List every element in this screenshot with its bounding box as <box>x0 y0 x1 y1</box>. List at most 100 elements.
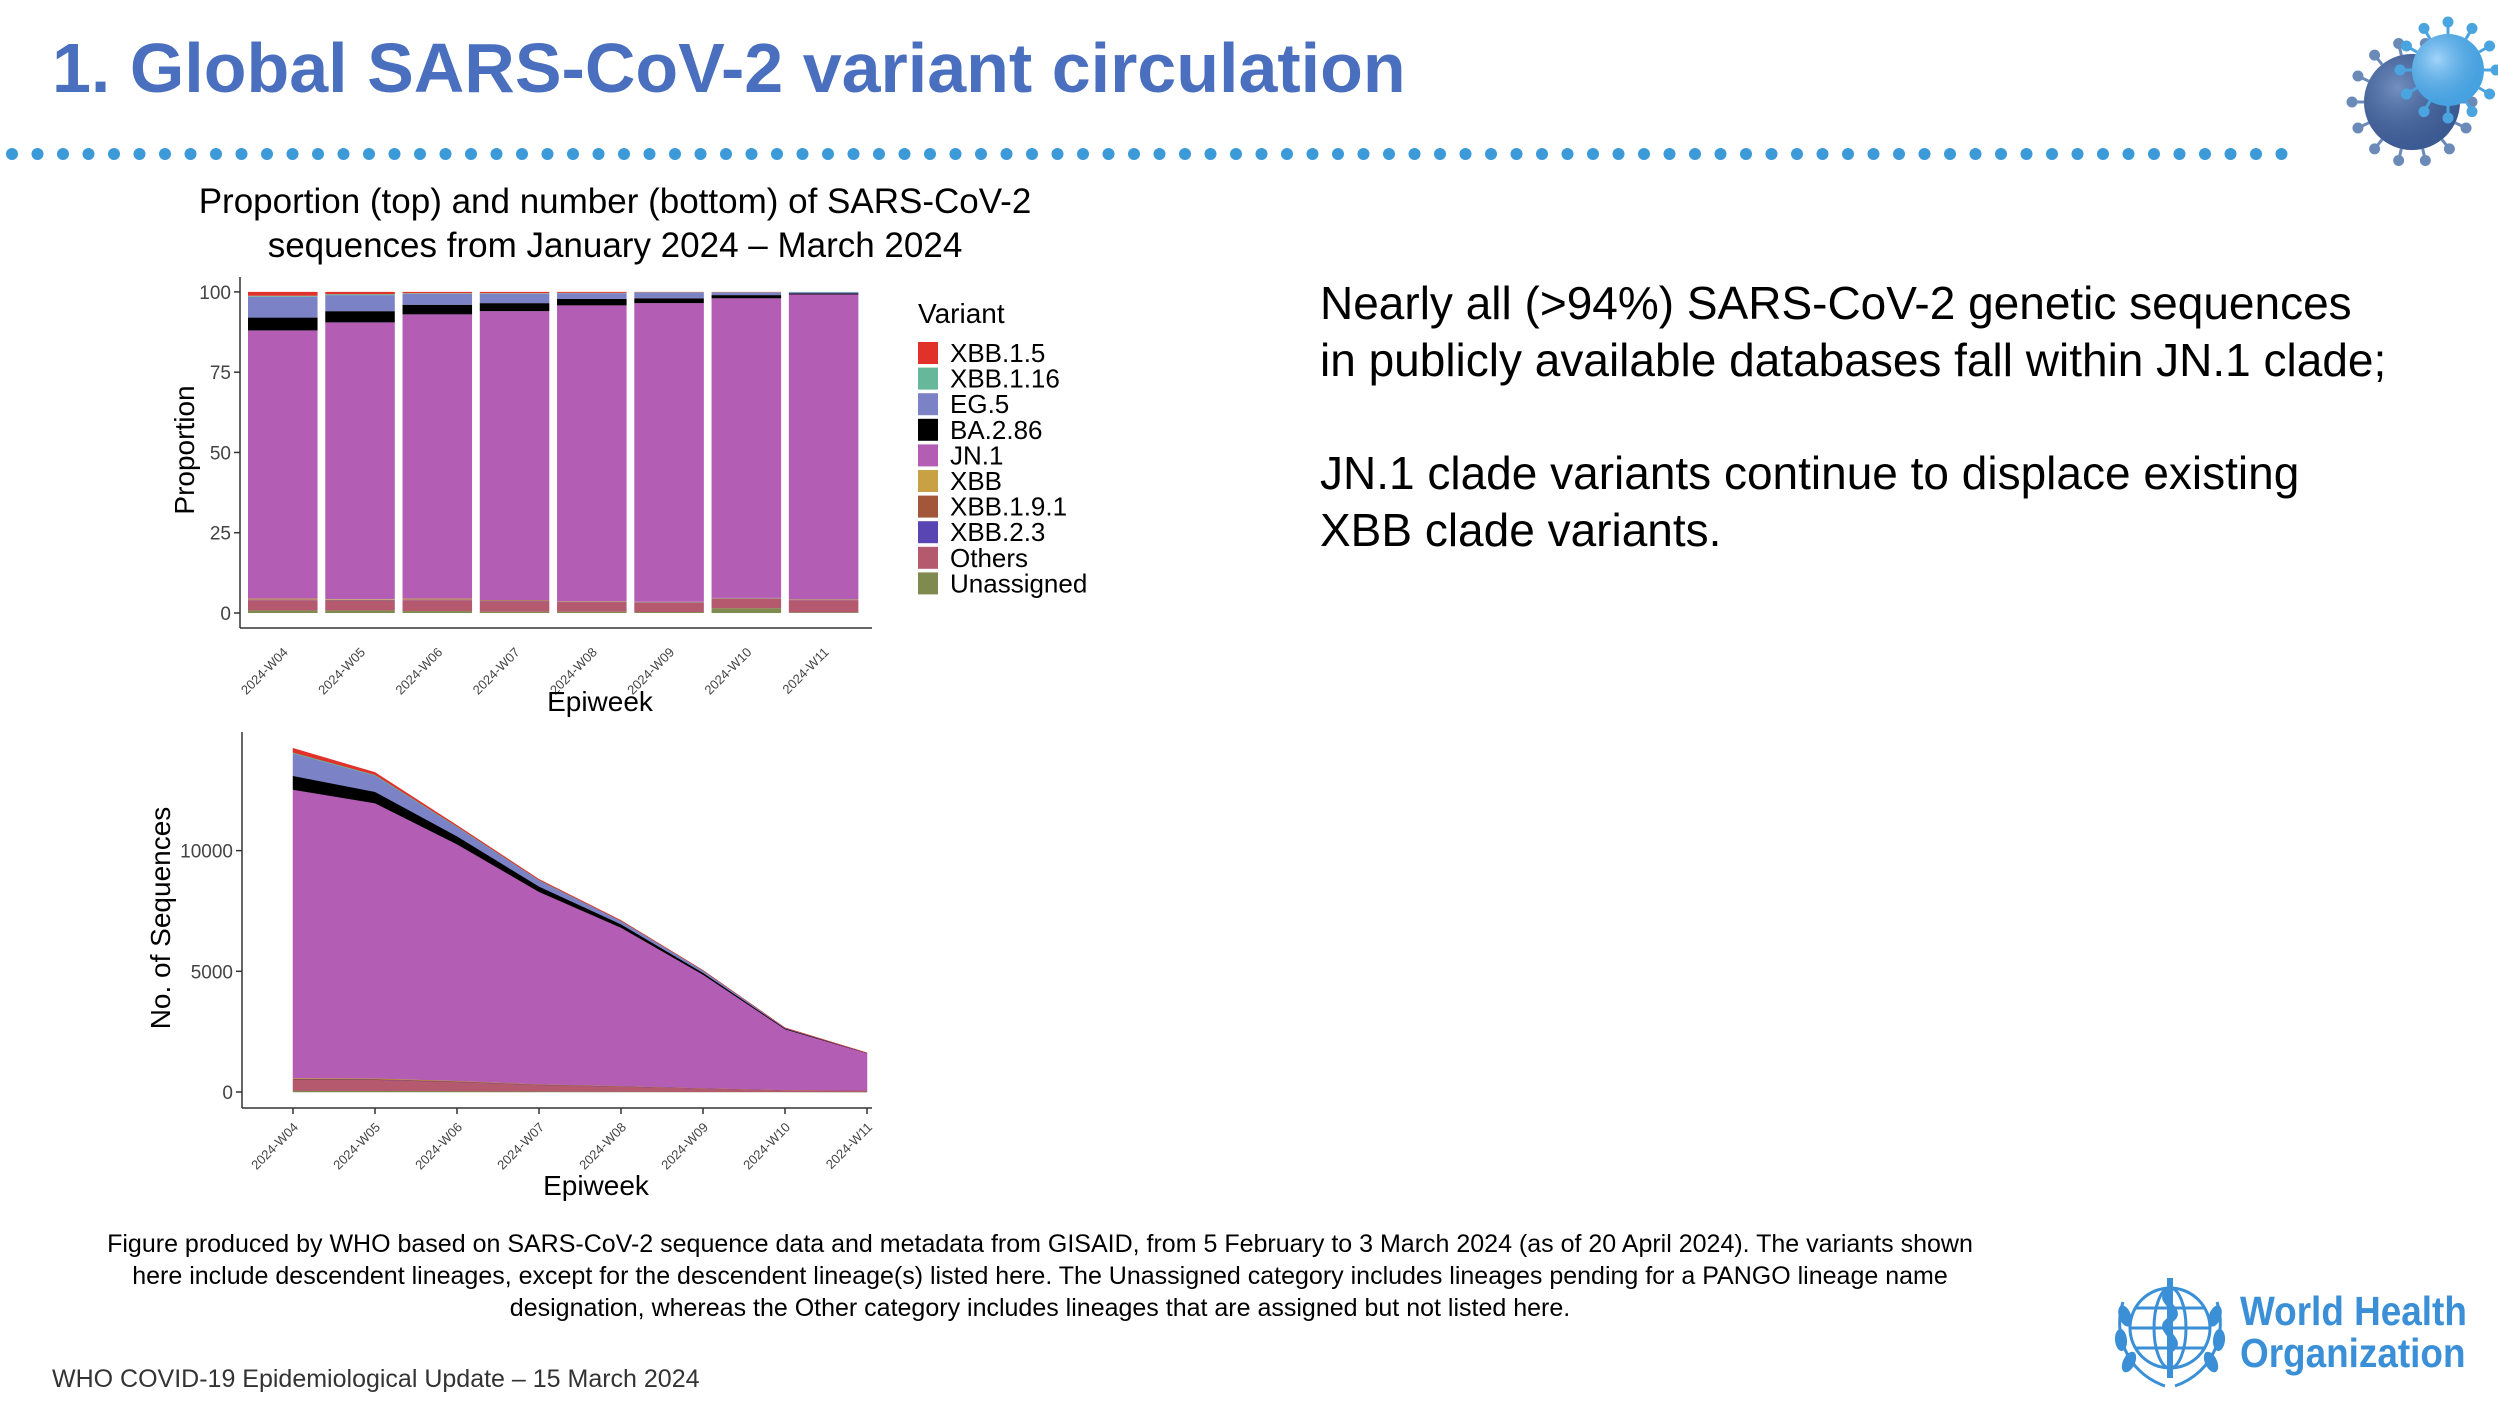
virus-spike-tip <box>2460 122 2472 134</box>
divider-dot <box>898 148 911 160</box>
divider-dot <box>2122 148 2135 160</box>
divider-dot <box>1714 148 1727 160</box>
divider-dot <box>643 148 656 160</box>
divider-dot <box>6 148 18 160</box>
bar-segment-xbb-1-5 <box>248 291 318 296</box>
bar-segment-ba-2-86 <box>788 293 859 295</box>
bar-segment-others <box>557 602 627 612</box>
divider-dot <box>924 148 936 160</box>
x-tick-label: 2024-W04 <box>238 645 291 698</box>
bar-segment-xbb-1-5 <box>479 291 550 294</box>
bar-segment-jn-1 <box>325 322 395 600</box>
divider-dot <box>1357 148 1370 160</box>
divider-dot <box>2224 148 2237 160</box>
legend-swatch-jn-1 <box>918 444 938 467</box>
x-tick-label: 2024-W04 <box>248 1120 301 1173</box>
bar-segment-unassigned <box>557 611 627 613</box>
x-tick-label: 2024-W08 <box>576 1120 629 1173</box>
divider-dot <box>1816 148 1829 160</box>
divider-dot <box>669 148 681 160</box>
divider-dot <box>388 148 401 160</box>
bar-segment-jn-1 <box>402 314 473 599</box>
caption-line-3: designation, whereas the Other category … <box>509 1294 1571 1322</box>
virus-spike-tip <box>2418 106 2430 118</box>
chart-title: Proportion (top) and number (bottom) of … <box>150 180 1080 268</box>
divider-dot <box>2275 148 2288 160</box>
divider-dot <box>1918 148 1931 160</box>
bar-segment-xbb-1-5 <box>557 291 627 293</box>
divider-dot <box>694 148 707 160</box>
bar-segment-xbb-1-16 <box>248 295 318 297</box>
divider-dot <box>1995 148 2007 160</box>
x-tick-label: 2024-W11 <box>823 1120 875 1172</box>
divider-dot <box>1842 148 1854 160</box>
y-axis-title: Proportion <box>169 385 200 514</box>
divider-dot <box>873 148 885 160</box>
y-tick-label: 5000 <box>191 962 233 983</box>
dotted-divider <box>6 148 2288 160</box>
divider-dot <box>414 148 426 160</box>
bar-segment-ba-2-86 <box>479 303 550 312</box>
x-axis-title: Epiweek <box>543 1170 650 1201</box>
divider-dot <box>2199 148 2211 160</box>
bar-segment-eg-5 <box>557 293 627 299</box>
bar-segment-xbb-1-9-1 <box>248 599 318 600</box>
bar-segment-unassigned <box>479 611 550 613</box>
divider-dot <box>1510 148 1523 160</box>
bar-segment-xbb-1-5 <box>325 291 395 295</box>
bar-segment-ba-2-86 <box>248 317 318 331</box>
bar-segment-eg-5 <box>402 293 473 305</box>
area-xbb-1-5 <box>292 747 868 1054</box>
divider-dot <box>1255 148 1268 160</box>
divider-dot <box>1587 148 1599 160</box>
divider-dot <box>1077 148 1089 160</box>
bar-segment-xbb <box>325 599 395 600</box>
virus-spike-tip <box>2394 64 2406 76</box>
divider-dot <box>1230 148 1242 160</box>
divider-dot <box>567 148 579 160</box>
divider-dot <box>1765 148 1778 160</box>
divider-dot <box>210 148 222 160</box>
divider-dot <box>592 148 605 160</box>
divider-dot <box>439 148 452 160</box>
divider-dot <box>1561 148 1574 160</box>
slide-title: 1. Global SARS-CoV-2 variant circulation <box>52 29 1406 107</box>
virus-spike-tip <box>2484 88 2496 100</box>
caption-line-1: Figure produced by WHO based on SARS-CoV… <box>107 1230 1973 1258</box>
divider-dot <box>286 148 299 160</box>
divider-dot <box>2020 148 2033 160</box>
virus-spike-tip <box>2400 88 2412 100</box>
bar-segment-xbb-1-16 <box>479 293 550 294</box>
finding-2: JN.1 clade variants continue to displace… <box>1320 447 2300 556</box>
divider-dot <box>1204 148 1217 160</box>
coronavirus-icon <box>2346 16 2498 166</box>
virus-spike-tip <box>2442 112 2454 124</box>
bar-segment-xbb <box>402 598 473 600</box>
legend-swatch-others <box>918 546 938 569</box>
divider-dot <box>1306 148 1319 160</box>
legend-label-ba-2-86: BA.2.86 <box>950 415 1043 445</box>
bar-segment-jn-1 <box>788 294 859 600</box>
divider-dot <box>1740 148 1752 160</box>
bar-segment-eg-5 <box>248 296 318 318</box>
x-tick-label: 2024-W07 <box>494 1120 547 1173</box>
divider-dot <box>1408 148 1421 160</box>
divider-dot <box>1536 148 1548 160</box>
divider-dot <box>108 148 120 160</box>
bar-segment-ba-2-86 <box>557 298 627 306</box>
bar-segment-jn-1 <box>634 303 704 602</box>
bar-segment-xbb-1-9-1 <box>402 599 473 600</box>
divider-dot <box>312 148 324 160</box>
divider-dot <box>1051 148 1064 160</box>
virus-spike-tip <box>2369 49 2381 61</box>
bar-segment-others <box>634 602 704 613</box>
divider-dot <box>720 148 732 160</box>
divider-dot <box>490 148 503 160</box>
bar-segment-xbb-1-16 <box>325 294 395 296</box>
bar-segment-unassigned <box>711 608 782 613</box>
y-tick-label: 0 <box>222 1083 233 1104</box>
chart-title-line-1: Proportion (top) and number (bottom) of … <box>198 182 1032 221</box>
divider-dot <box>1102 148 1115 160</box>
divider-dot <box>465 148 477 160</box>
chart-title-line-2: sequences from January 2024 – March 2024 <box>267 226 963 265</box>
